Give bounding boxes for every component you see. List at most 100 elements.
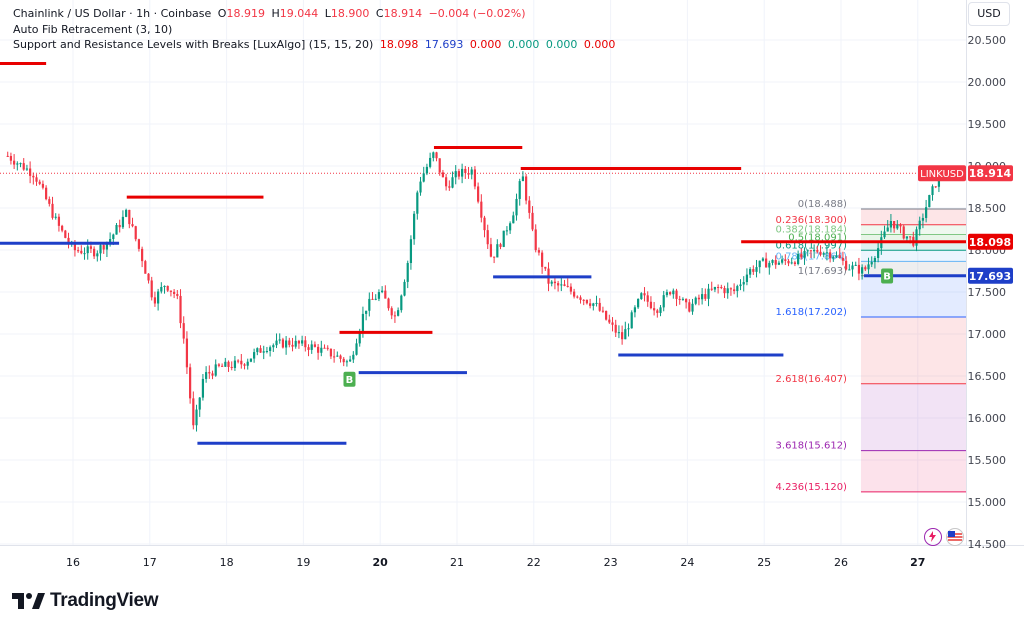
fib-zone: [860, 275, 966, 318]
candle-body: [605, 310, 608, 320]
candle-body: [886, 227, 889, 232]
fib-level-label: 4.236(15.120): [776, 482, 848, 493]
candle-body: [797, 253, 800, 265]
candle-body: [397, 310, 400, 316]
candle-body: [403, 281, 406, 296]
candle-body: [864, 267, 867, 270]
break-marker: B: [343, 371, 356, 387]
currency-button[interactable]: USD: [968, 2, 1010, 26]
candle-body: [211, 373, 214, 376]
candle-body: [323, 347, 326, 349]
candle-body: [643, 293, 646, 296]
candle-body: [742, 282, 745, 285]
candle-body: [633, 307, 637, 313]
candle-body: [137, 239, 141, 249]
candle-body: [54, 216, 57, 218]
break-marker: B: [881, 268, 894, 284]
candle-body: [544, 266, 547, 269]
candle-body: [185, 338, 189, 368]
candle-body: [854, 264, 857, 266]
candle-body: [505, 230, 509, 232]
candle-body: [637, 298, 640, 308]
candle-body: [921, 217, 925, 221]
candle-body: [646, 295, 649, 302]
indicator-sr-legend[interactable]: Support and Resistance Levels with Break…: [13, 38, 618, 51]
candle-body: [883, 231, 886, 238]
candle-body: [592, 303, 595, 306]
price-badge-value: 17.693: [969, 270, 1011, 283]
time-axis-label: 18: [220, 556, 234, 569]
time-axis-label: 26: [834, 556, 848, 569]
candle-body: [656, 310, 659, 313]
candle-body: [723, 287, 726, 294]
candle-body: [48, 199, 51, 204]
candle-body: [598, 302, 601, 311]
candle-body: [681, 298, 685, 300]
time-axis-label: 16: [66, 556, 80, 569]
candle-body: [518, 181, 521, 199]
time-axis-label: 24: [680, 556, 694, 569]
candle-body: [889, 221, 893, 228]
candle-body: [176, 294, 179, 296]
candle-body: [496, 244, 499, 258]
candle-body: [326, 347, 329, 349]
candle-body: [435, 152, 438, 159]
candle-body: [541, 252, 544, 267]
candle-body: [16, 163, 19, 165]
lightning-icon[interactable]: [924, 528, 942, 546]
candle-body: [13, 160, 16, 165]
indicator-sr-title: Support and Resistance Levels with Break…: [13, 38, 374, 51]
candle-body: [29, 168, 32, 176]
candle-body: [45, 187, 48, 200]
tradingview-logo[interactable]: TradingView: [12, 590, 159, 612]
candle-body: [32, 175, 35, 178]
candle-body: [675, 290, 678, 299]
candle-body: [486, 230, 489, 245]
price-axis-label: 17.000: [968, 328, 1007, 341]
candle-body: [192, 398, 195, 426]
candle-body: [925, 207, 928, 218]
candle-body: [697, 297, 701, 300]
candle-body: [230, 366, 233, 368]
candle-body: [57, 216, 61, 226]
candle-body: [787, 260, 790, 264]
time-axis-label: 20: [373, 556, 389, 569]
candle-body: [733, 289, 736, 292]
fib-zone: [860, 224, 966, 235]
sr-value-6: 0.000: [583, 38, 616, 51]
candle-body: [803, 250, 806, 258]
candle-body: [601, 310, 605, 312]
candle-body: [749, 269, 752, 275]
candle-body: [537, 250, 541, 253]
candle-body: [502, 230, 505, 247]
candle-body: [358, 331, 361, 344]
tradingview-logo-text: TradingView: [50, 590, 159, 611]
candle-body: [653, 308, 656, 311]
candle-body: [640, 293, 643, 299]
candle-body: [86, 246, 89, 254]
candle-body: [288, 340, 291, 345]
candle-body: [806, 250, 809, 252]
candle-body: [294, 340, 297, 347]
price-axis-label: 15.000: [968, 496, 1007, 509]
break-marker-label: B: [883, 271, 891, 282]
candle-body: [873, 258, 877, 263]
candle-body: [99, 245, 102, 254]
indicator-fib-legend[interactable]: Auto Fib Retracement (3, 10): [13, 23, 173, 36]
candle-body: [96, 253, 99, 257]
candle-body: [509, 223, 512, 231]
candle-body: [73, 243, 77, 251]
candle-body: [611, 322, 614, 325]
us-flag-icon[interactable]: [946, 528, 964, 546]
candle-body: [659, 307, 662, 313]
candle-body: [531, 212, 534, 230]
fib-zone: [860, 450, 966, 492]
candle-body: [371, 298, 374, 300]
candle-body: [499, 244, 502, 247]
candle-body: [105, 242, 109, 250]
time-axis-label: 22: [527, 556, 541, 569]
time-axis-label: 21: [450, 556, 464, 569]
last-price-value-bg: [968, 165, 1013, 182]
candle-body: [77, 250, 80, 252]
